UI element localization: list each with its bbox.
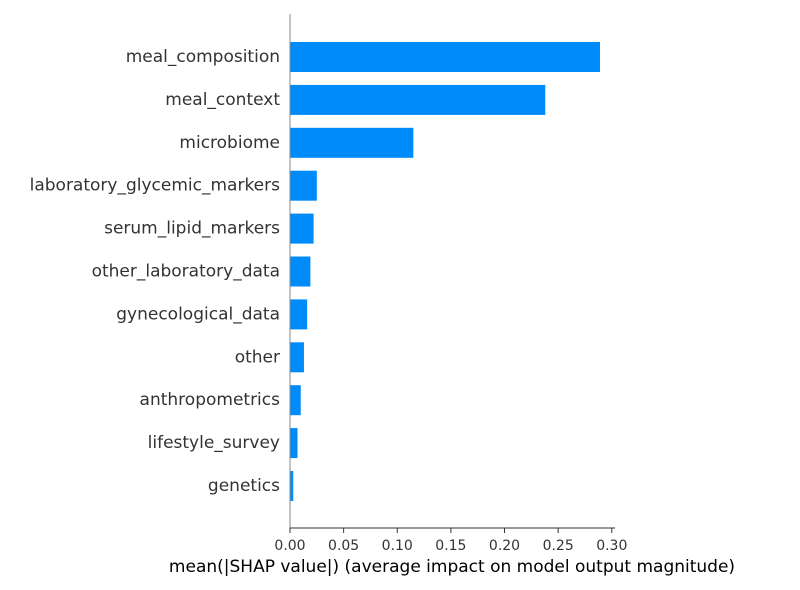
bar-meal-context (290, 84, 546, 115)
category-label: meal_context (165, 90, 280, 110)
bar-other (290, 342, 304, 373)
category-label: laboratory_glycemic_markers (30, 176, 281, 196)
x-axis-title: mean(|SHAP value|) (average impact on mo… (169, 557, 735, 577)
bar-microbiome (290, 127, 414, 158)
category-label: other_laboratory_data (92, 262, 280, 282)
x-tick-label: 0.05 (328, 538, 359, 554)
bar-meal-composition (290, 42, 600, 72)
bar-other-laboratory-data (290, 256, 311, 287)
category-label: other (235, 347, 280, 367)
x-tick-label: 0.10 (382, 538, 413, 554)
x-tick-label: 0.30 (596, 538, 627, 554)
bars-group (290, 42, 600, 501)
x-tick-label: 0.15 (435, 538, 466, 554)
x-tick-label: 0.20 (489, 538, 520, 554)
category-label: meal_composition (126, 47, 280, 67)
x-axis-ticks: 0.00 0.05 0.10 0.15 0.20 0.25 0.30 (274, 528, 627, 554)
category-label: anthropometrics (140, 390, 281, 410)
bar-serum-lipid-markers (290, 213, 314, 244)
x-tick-label: 0.25 (543, 538, 574, 554)
category-label: gynecological_data (116, 304, 280, 324)
bar-lifestyle-survey (290, 428, 298, 459)
bar-laboratory-glycemic-markers (290, 170, 317, 201)
x-tick-label: 0.00 (274, 538, 305, 554)
bar-genetics (290, 471, 294, 501)
bar-anthropometrics (290, 385, 301, 416)
category-label: serum_lipid_markers (104, 219, 280, 239)
category-label: genetics (208, 476, 280, 496)
category-labels: meal_composition meal_context microbiome la… (30, 47, 281, 496)
category-label: microbiome (179, 133, 280, 153)
category-label: lifestyle_survey (148, 433, 280, 453)
bar-gynecological-data (290, 299, 308, 330)
